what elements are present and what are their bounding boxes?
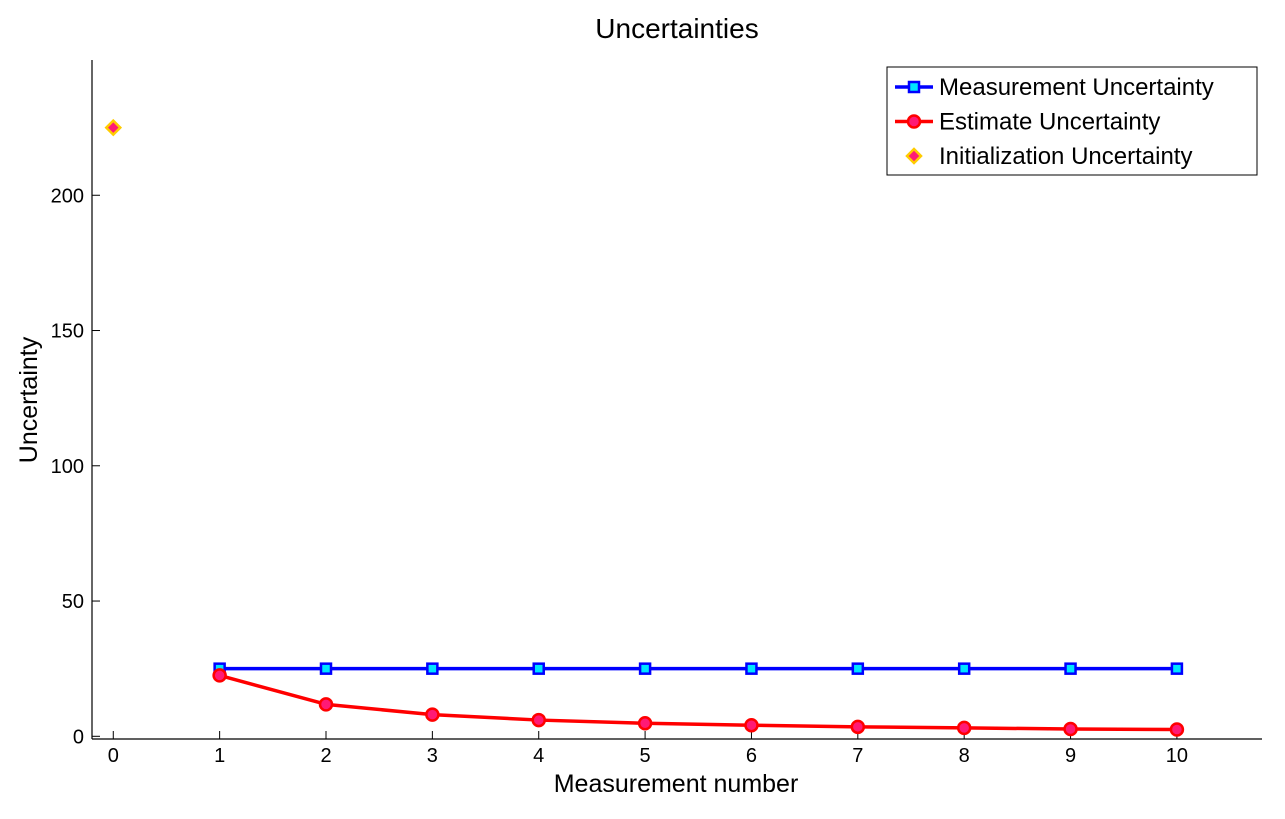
data-point xyxy=(745,662,758,675)
x-tick-label: 6 xyxy=(746,745,757,767)
data-point xyxy=(319,662,333,675)
data-point xyxy=(1063,721,1078,737)
data-point xyxy=(104,118,123,137)
data-point xyxy=(531,712,546,728)
series-1 xyxy=(212,668,1185,737)
legend-box xyxy=(886,66,1258,176)
y-tick-label: 150 xyxy=(51,321,84,343)
legend-entry: Measurement Uncertainty xyxy=(895,74,1214,101)
data-point xyxy=(318,697,334,712)
data-point xyxy=(637,716,653,731)
chart-title: Uncertainties xyxy=(595,13,758,44)
x-tick-label: 2 xyxy=(320,745,331,767)
legend: Measurement Uncertainty Estimate Uncertai… xyxy=(886,66,1258,176)
legend-entry: Estimate Uncertainty xyxy=(895,109,1160,136)
series-0 xyxy=(213,662,1184,675)
data-point xyxy=(851,662,865,675)
data-point xyxy=(957,662,971,675)
data-point xyxy=(426,662,439,675)
x-tick-label: 10 xyxy=(1166,745,1188,767)
x-axis-label: Measurement number xyxy=(554,770,799,798)
data-point xyxy=(532,662,545,675)
series-line xyxy=(219,673,1177,732)
data-point xyxy=(850,719,866,735)
y-axis-label: Uncertainty xyxy=(15,336,43,463)
x-tick-label: 9 xyxy=(1065,745,1076,767)
y-tick-label: 50 xyxy=(62,591,84,613)
data-point xyxy=(1170,662,1184,675)
x-tick-label: 7 xyxy=(852,745,863,767)
x-tick-label: 4 xyxy=(533,745,544,767)
series-2 xyxy=(104,118,123,137)
legend-label: Estimate Uncertainty xyxy=(939,109,1160,136)
data-point xyxy=(956,720,972,736)
x-tick-label: 1 xyxy=(214,745,225,767)
data-point xyxy=(744,717,759,733)
data-point xyxy=(1064,662,1077,675)
data-point xyxy=(638,662,652,675)
data-point xyxy=(1169,722,1185,737)
legend-marker xyxy=(906,114,922,129)
x-tick-label: 0 xyxy=(108,745,119,767)
x-tick-label: 5 xyxy=(640,745,651,767)
y-tick-label: 200 xyxy=(51,185,84,207)
plot-area xyxy=(104,118,1185,737)
data-point xyxy=(212,668,227,683)
y-tick-label: 0 xyxy=(73,726,84,748)
data-point xyxy=(425,707,440,722)
legend-marker xyxy=(907,80,921,94)
y-tick-label: 100 xyxy=(51,456,84,478)
legend-entry: Initialization Uncertainty xyxy=(905,143,1192,170)
x-tick-label: 8 xyxy=(959,745,970,767)
legend-label: Measurement Uncertainty xyxy=(939,74,1214,101)
legend-marker xyxy=(905,147,923,165)
x-tick-label: 3 xyxy=(427,745,438,767)
legend-label: Initialization Uncertainty xyxy=(939,143,1192,170)
